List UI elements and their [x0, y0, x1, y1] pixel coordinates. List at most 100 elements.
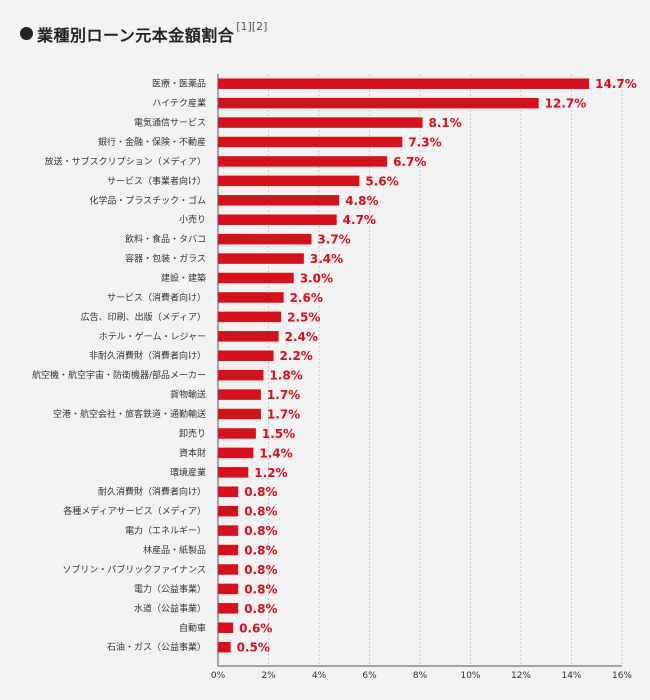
category-label: 非耐久消費財（消費者向け）: [89, 350, 206, 362]
category-label: ホテル・ゲーム・レジャー: [99, 330, 206, 342]
value-label: 1.4%: [259, 446, 292, 460]
category-label: 広告、印刷、出版（メディア）: [81, 311, 206, 323]
value-label: 7.3%: [408, 136, 441, 150]
value-label: 0.8%: [244, 544, 277, 558]
chart-title-footnote: [1][2]: [236, 20, 268, 33]
x-tick-label: 14%: [561, 671, 581, 681]
category-label: 資本財: [179, 447, 206, 459]
category-label: 石油・ガス（公益事業）: [107, 641, 206, 653]
category-label: 林産品・紙製品: [143, 544, 206, 556]
x-tick-label: 6%: [362, 671, 377, 681]
category-label: 空港・航空会社・旅客鉄道・通勤輸送: [53, 408, 206, 420]
bar: [218, 78, 590, 89]
bar: [218, 447, 254, 459]
value-label: 1.7%: [267, 388, 300, 402]
bar: [218, 389, 261, 400]
value-label: 0.8%: [244, 505, 277, 519]
value-label: 8.1%: [429, 116, 462, 130]
value-label: 3.4%: [310, 252, 343, 266]
category-label: ハイテク産業: [152, 97, 206, 109]
value-label: 0.8%: [244, 563, 277, 577]
category-label: 電気通信サービス: [134, 117, 206, 129]
value-label: 0.8%: [244, 582, 277, 596]
value-label: 0.5%: [237, 641, 270, 655]
bar: [218, 233, 312, 245]
bar: [218, 564, 239, 575]
bar: [218, 350, 274, 361]
x-tick-label: 8%: [413, 671, 428, 681]
category-label: 医療・医薬品: [152, 78, 206, 90]
category-label: 水道（公益事業）: [134, 602, 206, 614]
bar: [218, 603, 239, 614]
value-label: 5.6%: [365, 174, 398, 188]
value-label: 1.7%: [267, 408, 300, 422]
bar: [218, 156, 388, 167]
value-label: 4.8%: [345, 194, 378, 208]
bar: [218, 505, 239, 517]
x-tick-label: 12%: [511, 671, 531, 681]
category-label: 電力（公益事業）: [134, 583, 206, 595]
value-label: 1.2%: [254, 466, 287, 480]
x-tick-label: 0%: [211, 671, 226, 681]
category-label: 放送・サブスクリプション（メディア）: [45, 155, 206, 167]
bar: [218, 195, 340, 206]
category-label: 飲料・食品・タバコ: [125, 233, 206, 245]
value-label: 2.6%: [290, 291, 323, 305]
x-tick-label: 2%: [261, 671, 276, 681]
x-tick-label: 4%: [312, 671, 327, 681]
bar: [218, 136, 403, 148]
category-label: 電力（エネルギー）: [125, 525, 206, 537]
bar: [218, 583, 239, 595]
chart-title: 業種別ローン元本金額割合 [1][2]: [20, 20, 268, 46]
value-label: 4.7%: [343, 213, 376, 227]
value-label: 3.0%: [300, 272, 333, 286]
bar: [218, 408, 261, 420]
category-label: サービス（消費者向け）: [107, 291, 206, 303]
value-label: 0.6%: [239, 621, 272, 635]
bar: [218, 214, 337, 225]
category-label: 環境産業: [170, 466, 206, 478]
value-label: 3.7%: [317, 233, 350, 247]
bar: [218, 622, 234, 634]
category-label: 容器・包装・ガラス: [125, 253, 206, 265]
chart-title-text: 業種別ローン元本金額割合: [37, 26, 235, 45]
value-label: 2.4%: [285, 330, 318, 344]
category-label: 建設・建築: [161, 272, 206, 284]
bar: [218, 428, 256, 439]
category-label: 卸売り: [179, 427, 206, 439]
x-tick-label: 10%: [460, 671, 480, 681]
bar: [218, 369, 264, 381]
bar: [218, 544, 239, 556]
category-label: 耐久消費財（消費者向け）: [98, 486, 206, 498]
bar: [218, 272, 294, 284]
bar: [218, 525, 239, 536]
category-label: 各種メディアサービス（メディア）: [63, 505, 206, 517]
category-label: サービス（事業者向け）: [107, 175, 206, 187]
bar: [218, 331, 279, 342]
bar: [218, 311, 282, 323]
bar: [218, 486, 239, 497]
category-label: 貨物輸送: [170, 389, 206, 401]
category-label: 自動車: [179, 622, 206, 634]
value-label: 6.7%: [393, 155, 426, 169]
value-label: 1.5%: [262, 427, 295, 441]
bar: [218, 117, 423, 128]
value-label: 12.7%: [545, 97, 587, 111]
bullet-icon: [20, 27, 33, 40]
value-label: 0.8%: [244, 602, 277, 616]
category-label: 化学品・プラスチック・ゴム: [89, 194, 206, 206]
bar: [218, 641, 231, 653]
value-label: 14.7%: [595, 77, 637, 91]
value-label: 0.8%: [244, 485, 277, 499]
bar: [218, 175, 360, 187]
bar: [218, 467, 249, 478]
category-label: ソブリン・パブリックファイナンス: [62, 563, 206, 575]
category-label: 銀行・金融・保険・不動産: [98, 136, 206, 148]
category-label: 航空機・航空宇宙・防衛機器/部品メーカー: [32, 369, 206, 381]
bar: [218, 253, 304, 264]
value-label: 0.8%: [244, 524, 277, 538]
value-label: 2.2%: [280, 349, 313, 363]
x-tick-label: 16%: [612, 671, 632, 681]
category-label: 小売り: [179, 214, 206, 226]
